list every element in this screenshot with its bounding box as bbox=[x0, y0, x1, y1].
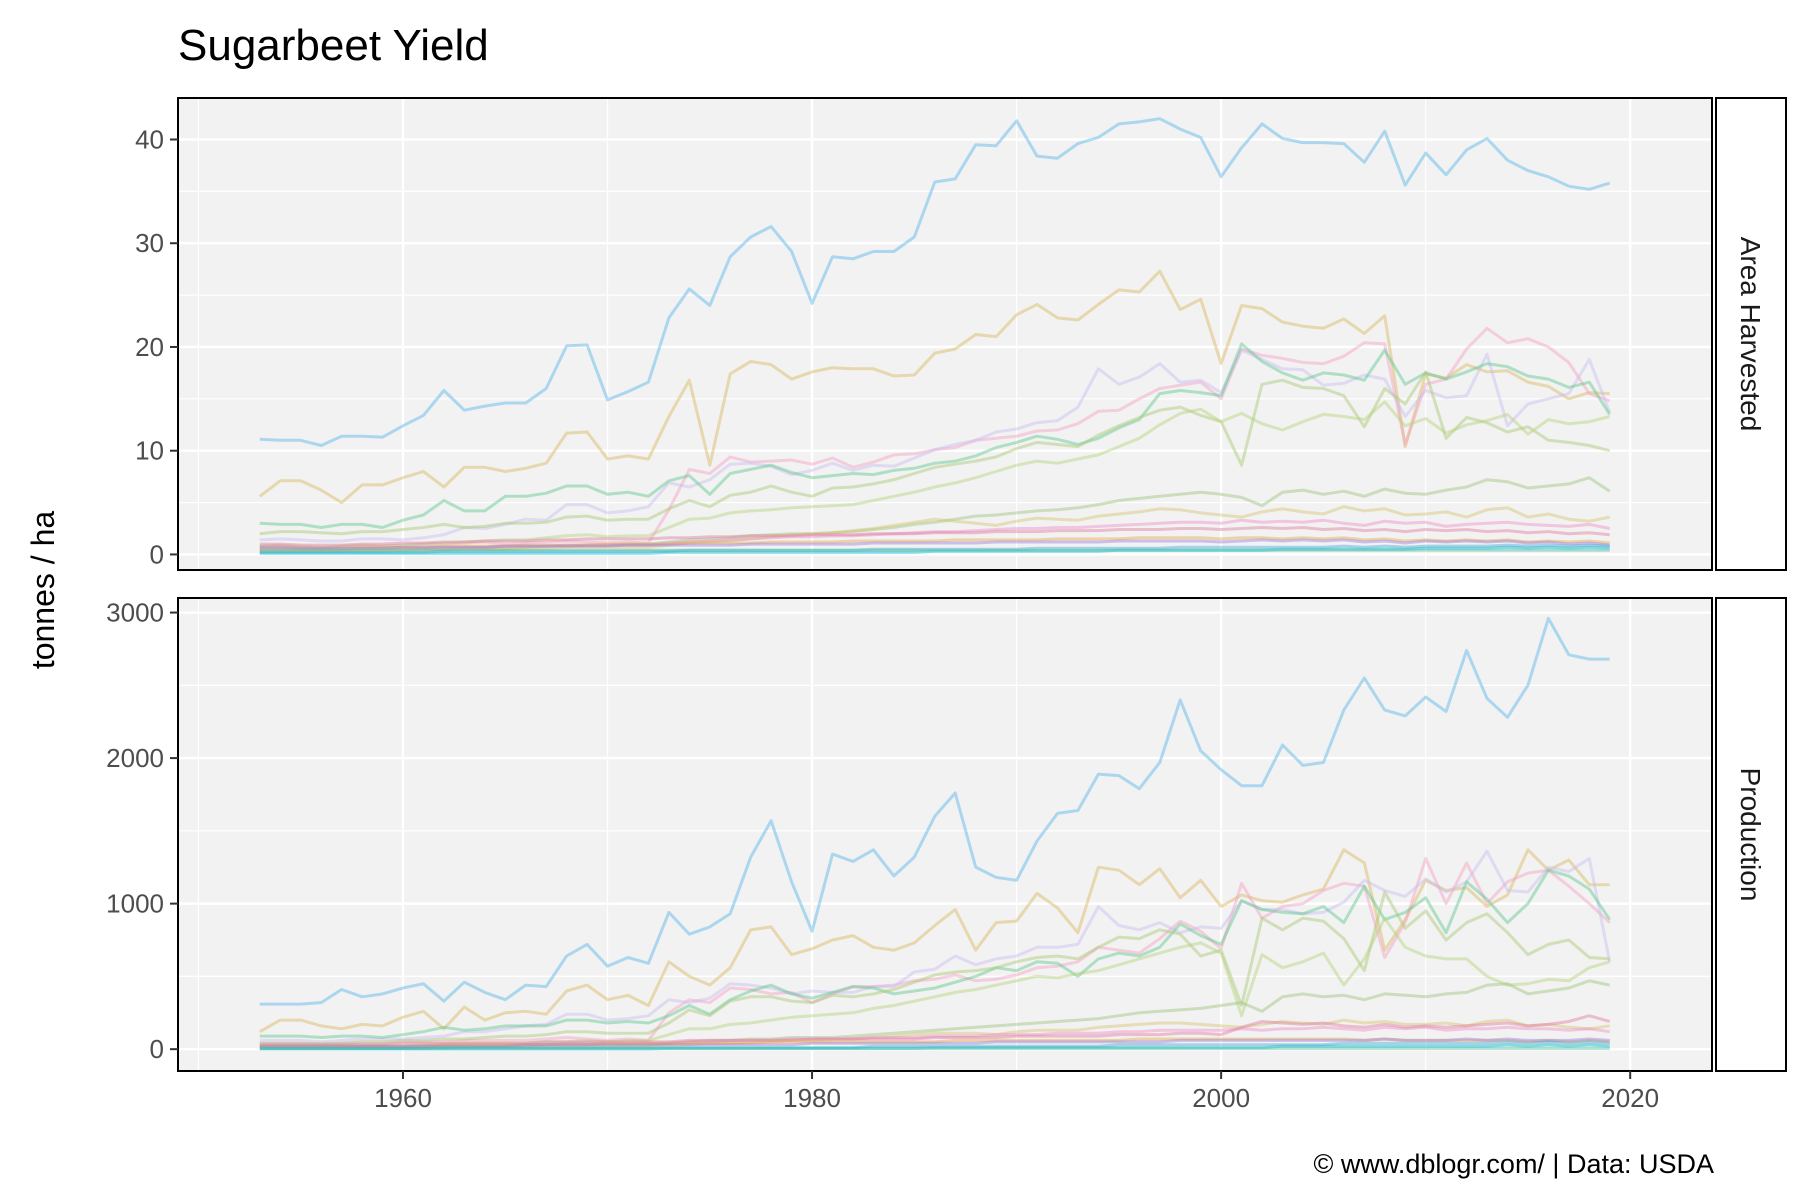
series-line-1 bbox=[259, 848, 1610, 1034]
x-tick-label: 2000 bbox=[1192, 1083, 1250, 1113]
y-tick-label: 2000 bbox=[106, 743, 164, 773]
y-axis-title: tonnes / ha bbox=[25, 511, 61, 670]
series-group bbox=[258, 117, 1612, 555]
chart-caption: © www.dblogr.com/ | Data: USDA bbox=[1313, 1149, 1714, 1179]
series-line-12 bbox=[259, 538, 1610, 550]
y-tick-label: 40 bbox=[135, 124, 164, 154]
series-line-5 bbox=[259, 890, 1610, 1045]
series-line-14 bbox=[259, 1043, 1610, 1051]
x-axis: 1960 1980 2000 2020 bbox=[374, 1071, 1659, 1113]
panel-border bbox=[177, 97, 1713, 571]
y-tick-label: 0 bbox=[150, 539, 164, 569]
series-line-14 bbox=[259, 545, 1610, 555]
facet-strip-label: Area Harvested bbox=[1735, 237, 1766, 432]
series-group bbox=[259, 616, 1612, 1051]
y-tick-label: 30 bbox=[135, 228, 164, 258]
series-line-8 bbox=[259, 505, 1610, 553]
facet-panels: 0 10 20 30 40 Area Harvested 0 1000 2000 3000 Prod… bbox=[106, 97, 1787, 1072]
panel-0: 0 10 20 30 40 Area Harvested bbox=[135, 97, 1787, 571]
series-line-9 bbox=[259, 1025, 1610, 1048]
series-line-11 bbox=[259, 1037, 1610, 1048]
x-tick-label: 1980 bbox=[783, 1083, 841, 1113]
x-tick-label: 1960 bbox=[374, 1083, 432, 1113]
facet-strip bbox=[1715, 597, 1787, 1072]
series-line-4 bbox=[259, 342, 1611, 529]
y-tick-label: 0 bbox=[150, 1034, 164, 1064]
series-line-10 bbox=[259, 526, 1610, 547]
series-line-10 bbox=[259, 1014, 1611, 1047]
x-tick-label: 2020 bbox=[1601, 1083, 1659, 1113]
chart-title: Sugarbeet Yield bbox=[178, 21, 489, 70]
series-line-0 bbox=[259, 616, 1610, 1006]
y-tick-label: 3000 bbox=[106, 598, 164, 628]
series-line-12 bbox=[259, 1037, 1610, 1048]
series-line-7 bbox=[259, 476, 1611, 553]
series-line-9 bbox=[259, 518, 1610, 551]
facet-strip bbox=[1715, 97, 1787, 571]
series-line-7 bbox=[259, 979, 1611, 1050]
y-tick-label: 20 bbox=[135, 332, 164, 362]
panel-border bbox=[177, 597, 1713, 1072]
series-line-4 bbox=[259, 868, 1611, 1039]
facet-strip-label: Production bbox=[1735, 768, 1766, 902]
series-line-5 bbox=[259, 370, 1611, 536]
series-line-2 bbox=[259, 326, 1611, 550]
panel-1: 0 1000 2000 3000 Production bbox=[106, 597, 1787, 1072]
series-line-3 bbox=[259, 849, 1612, 1044]
series-line-11 bbox=[259, 536, 1610, 550]
series-line-13 bbox=[259, 1040, 1610, 1050]
series-line-1 bbox=[258, 269, 1610, 505]
series-line-3 bbox=[259, 348, 1612, 543]
y-tick-label: 10 bbox=[135, 436, 164, 466]
series-line-13 bbox=[259, 543, 1610, 554]
y-tick-label: 1000 bbox=[106, 889, 164, 919]
series-line-0 bbox=[259, 117, 1611, 447]
series-line-6 bbox=[259, 400, 1611, 549]
series-line-8 bbox=[259, 1018, 1610, 1050]
panel-background bbox=[178, 598, 1712, 1071]
series-line-2 bbox=[259, 857, 1611, 1047]
series-line-6 bbox=[259, 916, 1611, 1048]
panel-background bbox=[178, 98, 1712, 570]
